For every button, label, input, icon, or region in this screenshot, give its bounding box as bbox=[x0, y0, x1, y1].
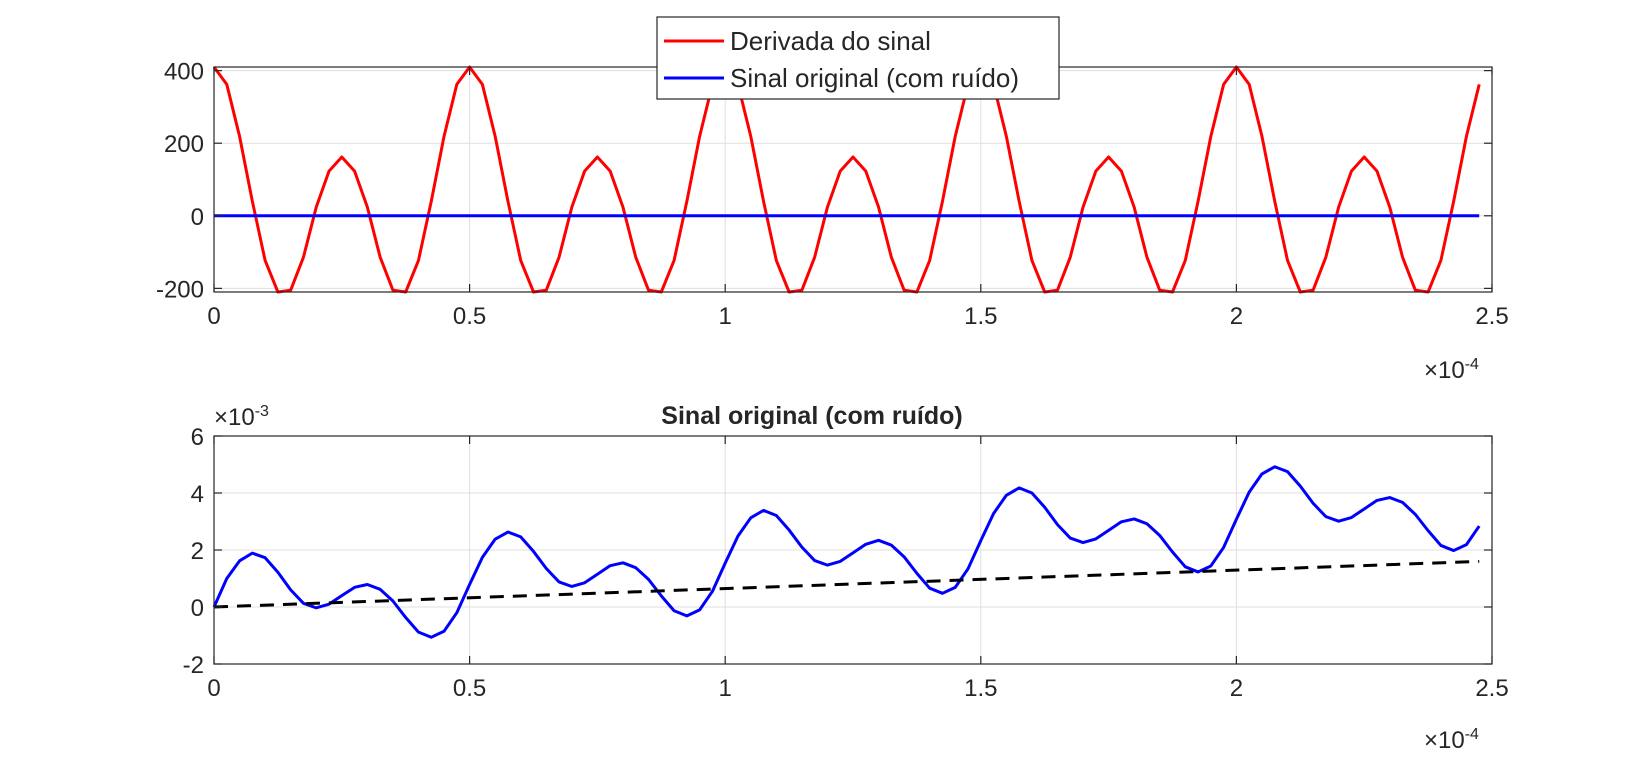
x-tick-label: 1.5 bbox=[964, 303, 997, 330]
bottom-title: Sinal original (com ruído) bbox=[661, 402, 962, 430]
bottom-y-exponent: ×10-3 bbox=[214, 403, 269, 431]
x-tick-label: 2.5 bbox=[1475, 675, 1508, 702]
x-tick-label: 2.5 bbox=[1475, 303, 1508, 330]
x-tick-label: 1.5 bbox=[964, 675, 997, 702]
top-y-ticks: -200 0 200 400 bbox=[156, 59, 1492, 303]
y-tick-label: 0 bbox=[191, 595, 204, 622]
y-tick-label: -200 bbox=[156, 276, 204, 303]
y-tick-label: 0 bbox=[191, 204, 204, 231]
x-tick-label: 0.5 bbox=[453, 675, 486, 702]
series-line-0 bbox=[212, 465, 1481, 639]
x-tick-label: 2 bbox=[1230, 675, 1243, 702]
y-tick-label: 200 bbox=[164, 131, 204, 158]
top-axes-background bbox=[214, 67, 1492, 292]
x-tick-label: 1 bbox=[719, 675, 732, 702]
y-tick-label: 6 bbox=[191, 424, 204, 451]
y-tick-label: 2 bbox=[191, 538, 204, 565]
y-tick-label: -2 bbox=[183, 652, 204, 679]
legend: Derivada do sinal Sinal original (com ru… bbox=[656, 16, 1060, 100]
legend-box bbox=[656, 16, 1060, 100]
top-x-exponent-base: ×10-4 bbox=[1424, 356, 1479, 384]
bottom-series bbox=[212, 465, 1481, 639]
legend-label-sinal: Sinal original (com ruído) bbox=[730, 63, 1019, 93]
bottom-x-exponent: ×10-4 bbox=[1424, 726, 1479, 754]
top-series bbox=[212, 65, 1481, 294]
y-tick-label: 4 bbox=[191, 481, 204, 508]
x-tick-label: 2 bbox=[1230, 303, 1243, 330]
bottom-y-ticks: -2 0 2 4 6 bbox=[183, 424, 1492, 679]
bottom-grid bbox=[214, 436, 1492, 664]
x-tick-label: 0 bbox=[207, 303, 220, 330]
bottom-x-ticks: 0 0.5 1 1.5 2 2.5 bbox=[207, 436, 1509, 702]
top-x-ticks: 0 0.5 1 1.5 2 2.5 bbox=[207, 67, 1509, 330]
x-tick-label: 1 bbox=[719, 303, 732, 330]
x-tick-label: 0 bbox=[207, 675, 220, 702]
legend-label-derivada: Derivada do sinal bbox=[730, 26, 931, 56]
x-tick-label: 0.5 bbox=[453, 303, 486, 330]
series-line-0 bbox=[212, 65, 1481, 294]
series-line-1 bbox=[213, 559, 1480, 609]
y-tick-label: 400 bbox=[164, 59, 204, 86]
